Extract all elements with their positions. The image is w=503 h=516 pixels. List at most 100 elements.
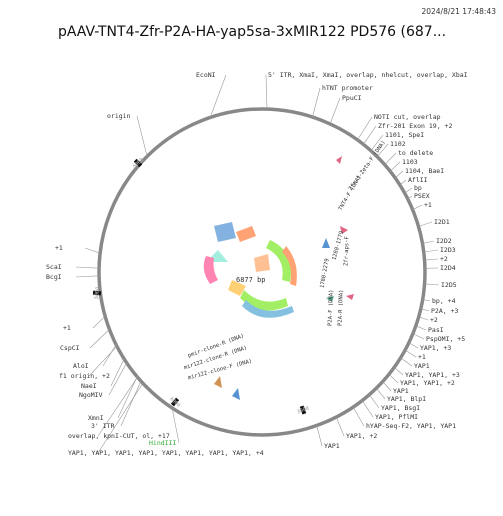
- feature-arrow: [228, 280, 246, 296]
- feature-label: f1 origin, +2: [59, 372, 110, 380]
- backbone-ring: [97, 107, 427, 437]
- leader-line: [92, 315, 106, 329]
- feature-label: YAP1, YAP1, YAP1, YAP1, YAP1, YAP1, YAP1…: [68, 449, 264, 457]
- primer-arrow: [214, 376, 222, 388]
- feature-label: PSEX: [414, 192, 430, 200]
- feature-label: I2D1: [434, 218, 450, 226]
- feature-label: YAP1, +2: [346, 432, 377, 440]
- leader-line: [352, 406, 365, 427]
- leader-line: [377, 143, 389, 157]
- timestamp: 2024/8/21 17:48:43: [421, 7, 496, 16]
- leader-line: [424, 258, 439, 261]
- feature-label: YAP1, BlpI: [387, 395, 426, 403]
- leader-line: [265, 74, 268, 110]
- feature-label: 1103: [402, 158, 418, 166]
- feature-label: YAP1, BsgI: [381, 404, 420, 412]
- leader-line: [357, 116, 373, 141]
- feature-arrow: [242, 300, 294, 318]
- feature-label: XmnI: [88, 414, 104, 422]
- primer-arrow: [326, 296, 334, 302]
- leader-line: [394, 367, 404, 376]
- leader-line: [363, 125, 377, 145]
- feature-label: ScaI: [46, 263, 62, 271]
- leader-line: [316, 425, 323, 447]
- feature-label: HindIII: [149, 439, 176, 447]
- ring-tick: [133, 158, 143, 168]
- leader-line: [108, 362, 127, 396]
- feature-label: CspCI: [60, 344, 80, 352]
- leader-line: [329, 97, 341, 125]
- leader-line: [422, 240, 435, 244]
- feature-label: bp: [414, 184, 422, 192]
- leader-line: [418, 316, 429, 321]
- feature-label: origin: [107, 112, 131, 120]
- feature-label: bp, +4: [432, 297, 456, 305]
- primer-label: P2A-R (DNA): [338, 289, 345, 326]
- leader-line: [171, 407, 180, 444]
- feature-label: YAP1, +3: [420, 344, 451, 352]
- feature-arrow: [266, 240, 292, 282]
- ring-tick: [92, 290, 102, 296]
- feature-label: +1: [418, 353, 426, 361]
- feature-label: +1: [63, 324, 71, 332]
- leader-line: [394, 170, 404, 179]
- length-label: 6877 bp: [236, 276, 266, 284]
- primer-arrow: [346, 294, 354, 300]
- leader-line: [102, 344, 117, 367]
- leader-line: [97, 383, 144, 454]
- primer-arrow: [336, 156, 342, 164]
- primer-arrow: [232, 388, 240, 400]
- primer-arrow: [322, 238, 330, 248]
- feature-label: PpuCI: [342, 94, 362, 102]
- feature-label: hTNT promoter: [322, 84, 373, 92]
- feature-arrow: [203, 256, 218, 284]
- feature-label: +2: [440, 255, 448, 263]
- leader-line: [336, 416, 345, 437]
- feature-label: BcgI: [46, 273, 62, 281]
- leader-line: [412, 333, 425, 340]
- feature-label: I2D2: [436, 237, 452, 245]
- feature-label: YAP1: [324, 442, 340, 450]
- map-title: pAAV-TNT4-Zfr-P2A-HA-yap5sa-3xMIR122 PD5…: [58, 24, 446, 40]
- ring-tick: [170, 397, 180, 407]
- leader-line: [97, 377, 138, 437]
- feature-label: 1104, BaeI: [405, 167, 444, 175]
- feature-label: +1: [55, 244, 63, 252]
- leader-line: [388, 373, 399, 384]
- leader-line: [415, 325, 427, 331]
- leader-line: [404, 187, 413, 194]
- leader-line: [120, 380, 142, 427]
- feature-arrow: [282, 246, 297, 286]
- feature-label: hYAP-Seq-F2, YAP1, YAP1: [366, 422, 456, 430]
- leader-line: [418, 221, 433, 227]
- feature-label: AflII: [408, 176, 428, 184]
- leader-line: [110, 358, 125, 387]
- feature-label: PasI: [428, 326, 444, 334]
- primer-arrow: [340, 226, 348, 234]
- feature-label: YAP1: [393, 387, 409, 395]
- feature-label: I2D3: [440, 246, 456, 254]
- leader-line: [88, 346, 118, 377]
- leader-line: [84, 247, 101, 254]
- feature-arrow: [236, 226, 256, 242]
- ring-tick: [299, 405, 307, 415]
- feature-label: NaeI: [81, 382, 97, 390]
- feature-label: I2D5: [441, 281, 457, 289]
- leader-line: [382, 381, 392, 392]
- leader-line: [408, 342, 419, 349]
- feature-arrow: [254, 254, 270, 272]
- ring-tick-label: 3000: [296, 406, 309, 416]
- leader-line: [424, 283, 440, 286]
- leader-line: [384, 152, 397, 165]
- leader-line: [399, 179, 407, 186]
- leader-line: [407, 195, 413, 200]
- feature-label: NgoMIV: [79, 391, 103, 399]
- primer-label: 1780-2279: [320, 258, 331, 288]
- leader-line: [404, 349, 417, 358]
- leader-line: [75, 266, 100, 269]
- ring-tick-label: 5000: [94, 287, 101, 300]
- inner-features: [203, 156, 354, 400]
- feature-label: YAP1, YAP1, +2: [400, 379, 455, 387]
- leader-line: [422, 299, 431, 302]
